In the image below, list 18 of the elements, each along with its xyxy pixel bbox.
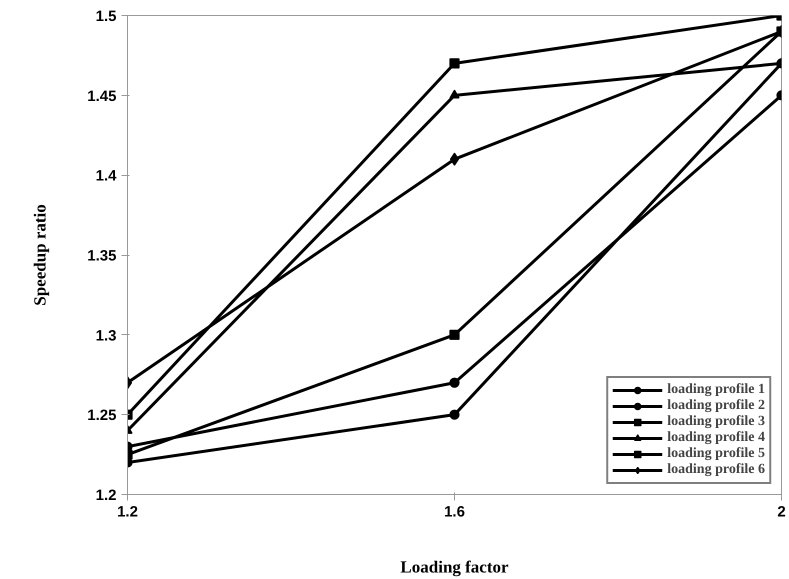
x-axis-title: Loading factor (400, 558, 510, 576)
y-tick-label: 1.45 (87, 88, 117, 105)
y-axis-title: Speedup ratio (30, 204, 50, 306)
legend-label: loading profile 1 (667, 382, 765, 398)
legend-label: loading profile 2 (667, 398, 765, 414)
y-tick-label: 1.4 (96, 168, 118, 185)
legend-label: loading profile 6 (667, 462, 765, 478)
y-tick-label: 1.35 (87, 248, 117, 264)
x-tick-label: 2 (777, 504, 786, 520)
legend-label: loading profile 4 (667, 430, 765, 446)
y-tick-label: 1.2 (96, 487, 117, 504)
y-tick-label: 1.3 (96, 327, 117, 344)
y-tick-label: 1.5 (96, 8, 117, 25)
x-tick-label: 1.2 (117, 504, 138, 520)
x-tick-label: 1.6 (444, 504, 465, 520)
legend-label: loading profile 5 (667, 446, 765, 462)
legend-label: loading profile 3 (667, 414, 765, 430)
y-tick-label: 1.25 (87, 407, 117, 424)
